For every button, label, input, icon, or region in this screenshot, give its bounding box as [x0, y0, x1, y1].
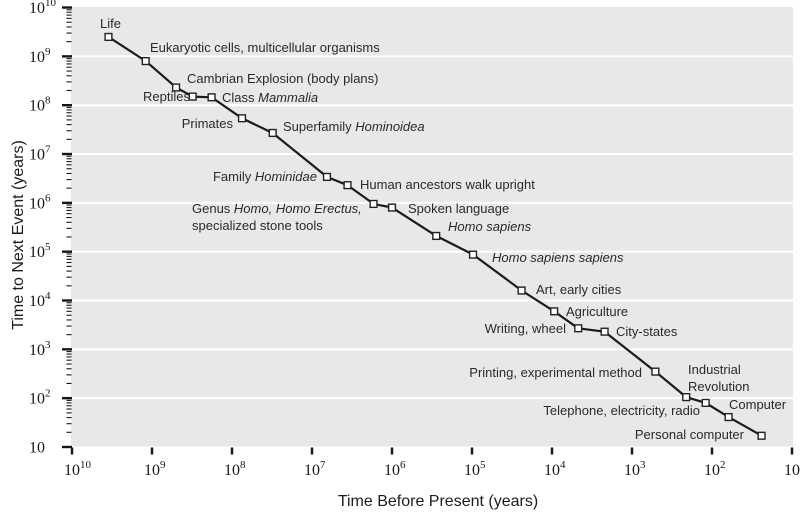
data-point-marker: [387, 203, 397, 212]
x-tick-label: 109: [144, 459, 166, 479]
point-annotation: Writing, wheel: [485, 321, 567, 336]
data-point-marker: [141, 56, 150, 66]
x-tick-label: 106: [384, 459, 406, 479]
data-point-marker: [724, 412, 733, 422]
y-tick-label: 107: [29, 144, 51, 164]
point-annotation: Eukaryotic cells, multicellular organism…: [150, 40, 380, 55]
point-annotation: Reptiles: [143, 89, 190, 104]
x-tick-label: 103: [624, 459, 646, 479]
point-annotation: Agriculture: [566, 304, 628, 319]
data-point-marker: [701, 398, 710, 408]
point-annotation: Superfamily Hominoidea: [283, 119, 425, 134]
data-point-marker: [574, 324, 583, 333]
y-tick-label: 102: [29, 388, 51, 408]
chart-panel: [71, 7, 793, 447]
x-tick-label: 108: [224, 459, 246, 479]
point-annotation: Printing, experimental method: [469, 365, 642, 380]
point-annotation: Homo sapiens sapiens: [492, 250, 624, 265]
data-point-marker: [757, 431, 766, 440]
x-tick-label: 10: [784, 462, 800, 479]
y-tick-label: 109: [29, 46, 51, 66]
y-axis-title: Time to Next Event (years): [10, 140, 27, 330]
x-tick-label: 1010: [64, 459, 92, 479]
x-tick-label: 107: [304, 459, 326, 479]
point-annotation: specialized stone tools: [192, 218, 323, 233]
data-point-marker: [468, 250, 478, 259]
point-annotation: Genus Homo, Homo Erectus,: [192, 201, 362, 216]
x-tick-label: 105: [464, 459, 486, 479]
x-tick-label: 102: [704, 459, 726, 479]
point-annotation: Industrial: [688, 362, 741, 377]
data-point-marker: [207, 93, 216, 102]
data-point-marker: [369, 199, 378, 209]
point-annotation: Class Mammalia: [222, 90, 318, 105]
data-point-marker: [171, 83, 181, 92]
point-annotation: Spoken language: [408, 201, 509, 216]
point-annotation: Homo sapiens: [448, 219, 532, 234]
data-point-marker: [237, 114, 247, 123]
point-annotation: Human ancestors walk upright: [360, 177, 535, 192]
data-point-marker: [188, 92, 197, 101]
data-point-marker: [268, 128, 277, 138]
point-annotation: Cambrian Explosion (body plans): [187, 71, 378, 86]
point-annotation: Family Hominidae: [213, 169, 317, 184]
data-point-marker: [600, 327, 609, 336]
point-annotation: Art, early cities: [536, 282, 622, 297]
y-tick-label: 106: [29, 192, 51, 212]
point-annotation: Life: [100, 16, 121, 31]
y-tick-label: 103: [29, 339, 51, 359]
point-annotation: Computer: [729, 397, 787, 412]
y-tick-label: 1010: [29, 0, 57, 17]
data-line: [107, 35, 763, 437]
point-annotation: Telephone, electricity, radio: [543, 403, 700, 418]
data-point-marker: [322, 172, 332, 181]
y-tick-label: 10: [29, 440, 45, 457]
point-annotation: Revolution: [688, 379, 749, 394]
data-point-marker: [682, 393, 691, 402]
data-point-marker: [651, 367, 660, 376]
point-annotation: Primates: [182, 116, 234, 131]
point-annotation: City-states: [616, 324, 678, 339]
x-tick-label: 104: [544, 459, 566, 479]
x-axis-title: Time Before Present (years): [338, 493, 538, 510]
data-point-marker: [517, 286, 526, 295]
y-tick-label: 105: [29, 241, 51, 261]
data-point-marker: [432, 231, 441, 241]
y-tick-label: 108: [29, 95, 51, 115]
y-tick-label: 104: [29, 290, 51, 310]
point-annotation: Personal computer: [635, 427, 745, 442]
data-point-marker: [104, 32, 113, 42]
data-point-marker: [550, 307, 559, 316]
data-point-marker: [343, 181, 352, 190]
